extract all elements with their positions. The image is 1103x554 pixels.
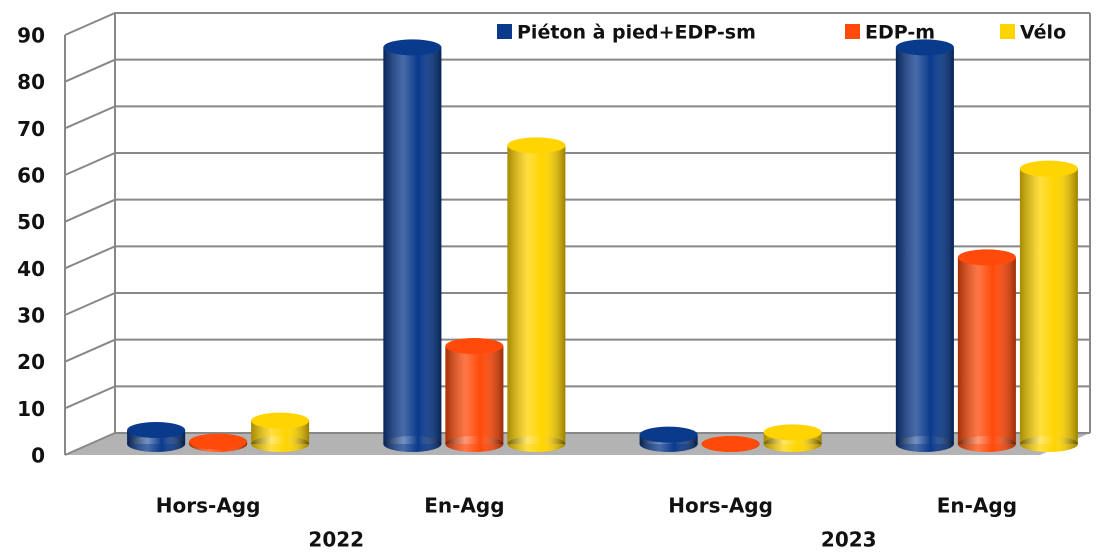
bar xyxy=(895,39,954,452)
bar-top xyxy=(507,137,566,154)
y-tick-label: 90 xyxy=(17,24,45,48)
bar xyxy=(1019,160,1078,452)
bar-bottom-shade xyxy=(895,436,954,452)
group-label: 2023 xyxy=(821,528,877,552)
bar-bottom-shade xyxy=(383,436,442,452)
bar-shade xyxy=(895,47,954,444)
grid-line xyxy=(64,152,1090,176)
bar xyxy=(701,436,760,452)
bar-bottom-shade xyxy=(763,436,822,452)
grid-line xyxy=(64,105,1090,130)
bar xyxy=(639,426,698,452)
grid-line xyxy=(64,292,1090,316)
y-tick-label: 40 xyxy=(17,257,45,281)
legend-swatch xyxy=(497,24,512,39)
bar-top xyxy=(763,424,822,441)
grid-line xyxy=(64,12,1090,36)
y-tick-label: 70 xyxy=(17,117,45,141)
legend-swatch xyxy=(1000,24,1015,39)
bar-shade xyxy=(1019,168,1078,444)
bar-top xyxy=(895,39,954,56)
bar xyxy=(251,412,310,452)
bar-top xyxy=(251,412,310,429)
bar xyxy=(127,422,186,452)
y-tick-label: 20 xyxy=(17,350,45,374)
bar-top xyxy=(383,39,442,56)
bar-top xyxy=(1019,160,1078,177)
legend-label: Piéton à pied+EDP-sm xyxy=(517,22,756,44)
bar xyxy=(763,424,822,452)
grid-line xyxy=(64,198,1090,223)
y-tick-label: 30 xyxy=(17,304,45,328)
grid-line xyxy=(64,338,1090,363)
y-tick-label: 50 xyxy=(17,210,45,234)
bar-top xyxy=(127,422,186,438)
grid-line xyxy=(64,385,1090,410)
legend-swatch xyxy=(845,24,860,39)
grid-line xyxy=(64,245,1090,270)
bar xyxy=(383,39,442,452)
y-tick-label: 10 xyxy=(17,397,45,421)
bar-top xyxy=(639,426,698,443)
bar xyxy=(957,249,1016,452)
bar-shade xyxy=(507,145,566,445)
bar-bottom-shade xyxy=(957,436,1016,452)
legend-label: EDP-m xyxy=(865,22,935,44)
x-tick-label: Hors-Agg xyxy=(668,494,773,518)
floor xyxy=(65,433,1090,455)
bar-top xyxy=(189,433,248,450)
bar-bottom-shade xyxy=(127,436,186,452)
group-label: 2022 xyxy=(308,528,364,552)
y-tick-label: 0 xyxy=(31,444,45,468)
x-tick-label: Hors-Agg xyxy=(156,494,261,518)
y-tick-label: 80 xyxy=(17,70,45,94)
bar-shade xyxy=(383,47,442,444)
x-tick-label: En-Agg xyxy=(937,494,1017,518)
bar-top xyxy=(701,436,760,452)
x-tick-label: En-Agg xyxy=(424,494,504,518)
grid-line xyxy=(64,58,1090,83)
bar-bottom-shade xyxy=(507,436,566,452)
y-tick-label: 60 xyxy=(17,164,45,188)
legend-label: Vélo xyxy=(1020,22,1066,44)
bar-top xyxy=(445,338,504,354)
bar-top xyxy=(957,249,1016,266)
bar-bottom-shade xyxy=(445,436,504,452)
bar xyxy=(189,433,248,452)
bar xyxy=(507,137,566,452)
bar-shade xyxy=(445,346,504,444)
bar-bottom-shade xyxy=(1019,436,1078,452)
bar-shade xyxy=(957,257,1016,444)
bar-bottom-shade xyxy=(251,436,310,452)
bar xyxy=(445,338,504,452)
